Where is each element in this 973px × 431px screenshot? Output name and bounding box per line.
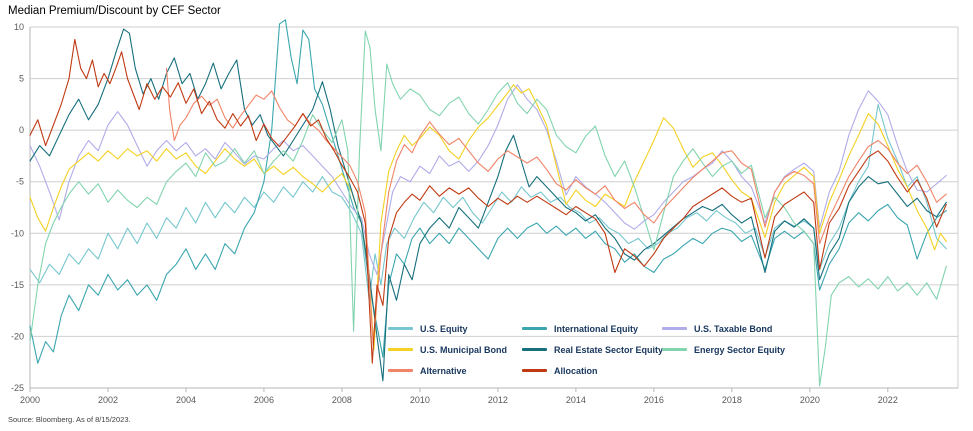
x-axis-label: 2008 <box>332 395 352 405</box>
x-axis-label: 2012 <box>488 395 508 405</box>
legend-label: Real Estate Sector Equity <box>554 344 664 355</box>
legend-item-u-s-taxable-bond: U.S. Taxable Bond <box>662 322 785 335</box>
legend-swatch-icon <box>662 348 687 351</box>
y-axis-label: -20 <box>11 331 24 341</box>
legend-label: U.S. Equity <box>420 323 468 334</box>
y-axis-label: 0 <box>19 125 24 135</box>
x-axis-label: 2014 <box>566 395 586 405</box>
x-axis-label: 2020 <box>800 395 820 405</box>
x-axis-label: 2016 <box>644 395 664 405</box>
legend-item-allocation: Allocation <box>522 364 662 377</box>
x-axis-label: 2000 <box>20 395 40 405</box>
y-axis-label: -10 <box>11 228 24 238</box>
legend-swatch-icon <box>388 348 413 351</box>
y-axis-label: 5 <box>19 74 24 84</box>
legend-swatch-icon <box>662 327 687 330</box>
y-axis-label: -15 <box>11 280 24 290</box>
y-axis-label: 10 <box>14 22 24 32</box>
legend-label: U.S. Municipal Bond <box>420 344 507 355</box>
legend-item-u-s-municipal-bond: U.S. Municipal Bond <box>388 343 522 356</box>
legend-item-real-estate-sector-equity: Real Estate Sector Equity <box>522 343 664 356</box>
legend-label: Allocation <box>554 365 598 376</box>
legend-item-alternative: Alternative <box>388 364 522 377</box>
legend-label: Alternative <box>420 365 467 376</box>
series-line-alternative <box>165 67 947 346</box>
legend-swatch-icon <box>522 327 547 330</box>
legend-swatch-icon <box>388 327 413 330</box>
series-line-u-s-taxable-bond <box>29 84 947 276</box>
x-axis-label: 2022 <box>878 395 898 405</box>
page-title: Median Premium/Discount by CEF Sector <box>8 5 221 17</box>
y-axis-label: -5 <box>16 177 24 187</box>
legend-label: International Equity <box>554 323 639 334</box>
legend-label: U.S. Taxable Bond <box>694 323 773 334</box>
series-line-u-s-municipal-bond <box>29 84 947 351</box>
x-axis-label: 2002 <box>98 395 118 405</box>
x-axis-label: 2006 <box>254 395 274 405</box>
x-axis-label: 2018 <box>722 395 742 405</box>
chart-legend: U.S. Equity International Equity U.S. Taxa… <box>388 322 785 377</box>
series-line-international-equity <box>29 19 947 364</box>
legend-item-u-s-equity: U.S. Equity <box>388 322 522 335</box>
x-axis-label: 2004 <box>176 395 196 405</box>
series-line-energy-sector-equity <box>29 30 947 387</box>
x-axis-label: 2010 <box>410 395 430 405</box>
y-axis-label: -25 <box>11 383 24 393</box>
legend-item-international-equity: International Equity <box>522 322 662 335</box>
legend-item-energy-sector-equity: Energy Sector Equity <box>662 343 785 356</box>
series-line-u-s-equity <box>29 103 947 301</box>
legend-swatch-icon <box>522 348 547 351</box>
series-line-real-estate-sector-equity <box>29 28 947 382</box>
source-note: Source: Bloomberg. As of 8/15/2023. <box>8 415 131 424</box>
series-line-allocation <box>29 38 947 364</box>
legend-label: Energy Sector Equity <box>694 344 786 355</box>
legend-swatch-icon <box>522 369 547 372</box>
legend-swatch-icon <box>388 369 413 372</box>
